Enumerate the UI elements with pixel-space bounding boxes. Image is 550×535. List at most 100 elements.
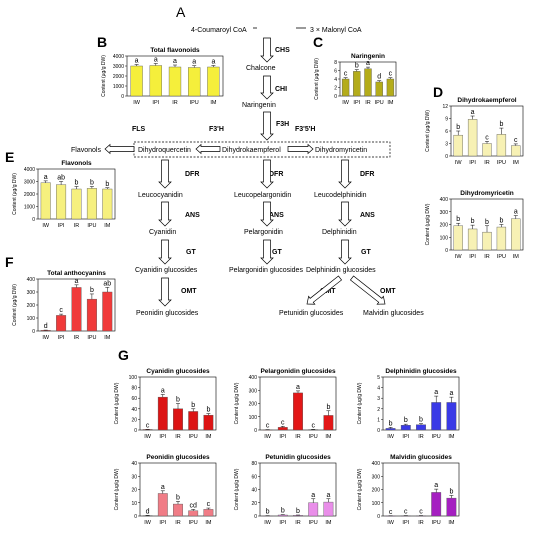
bar bbox=[86, 298, 97, 332]
significance-letter: b bbox=[176, 494, 180, 501]
x-tick-label: IPI bbox=[152, 100, 159, 106]
significance-letter: c bbox=[389, 509, 393, 516]
significance-letter: b bbox=[499, 218, 503, 225]
significance-letter: c bbox=[389, 71, 393, 78]
chart-title: Dihydrokaempferol bbox=[457, 97, 516, 104]
significance-letter: b bbox=[281, 508, 285, 515]
y-tick-label: 20 bbox=[251, 501, 257, 507]
significance-letter: a bbox=[211, 59, 215, 66]
bar bbox=[207, 66, 220, 97]
dihydroflavonol-box bbox=[133, 141, 391, 158]
significance-letter: a bbox=[434, 482, 438, 489]
pathway-arrow bbox=[338, 159, 352, 189]
y-tick-label: 5 bbox=[377, 375, 380, 381]
x-tick-label: IPU bbox=[189, 434, 198, 440]
chart-g3: Delphinidin glucosides 0 1 2 3 4 5 Content (μg/… bbox=[357, 368, 460, 440]
chart-g6: Malvidin glucosides 0 100 200 300 400 Content … bbox=[357, 454, 460, 526]
chart-b: Total flavonoids 0 1000 2000 3000 4000 Content… bbox=[101, 47, 224, 106]
significance-letter: ab bbox=[57, 175, 65, 182]
bar bbox=[293, 392, 303, 431]
metabolite-malvidin-glucosides: Malvidin glucosides bbox=[363, 310, 424, 317]
x-tick-label: IM bbox=[205, 520, 212, 526]
significance-letter: cd bbox=[189, 502, 197, 509]
x-tick-label: IM bbox=[387, 100, 394, 106]
pathway-arrow bbox=[260, 111, 274, 141]
significance-letter: c bbox=[404, 509, 408, 516]
bar bbox=[71, 287, 82, 332]
y-tick-label: 100 bbox=[440, 235, 449, 241]
y-tick-label: 4000 bbox=[113, 54, 124, 60]
bar bbox=[341, 78, 350, 97]
significance-letter: b bbox=[485, 219, 489, 226]
bar bbox=[496, 226, 507, 251]
x-tick-label: IR bbox=[175, 520, 181, 526]
significance-letter: a bbox=[434, 389, 438, 396]
x-tick-label: IPI bbox=[58, 335, 65, 341]
x-tick-label: IPI bbox=[58, 223, 65, 229]
x-tick-label: IPU bbox=[87, 223, 96, 229]
bar bbox=[364, 68, 372, 97]
significance-letter: b bbox=[206, 407, 210, 414]
panel-label-f: F bbox=[5, 254, 14, 270]
y-tick-label: 12 bbox=[442, 104, 448, 110]
bar bbox=[71, 188, 82, 220]
pathway-arrow bbox=[158, 201, 172, 227]
y-tick-label: 400 bbox=[372, 461, 381, 467]
y-tick-label: 4 bbox=[377, 386, 380, 392]
y-tick-label: 0 bbox=[377, 428, 380, 434]
significance-letter: c bbox=[344, 71, 348, 78]
bar bbox=[149, 65, 162, 97]
significance-letter: c bbox=[207, 501, 211, 508]
significance-letter: a bbox=[449, 390, 453, 397]
significance-letter: b bbox=[456, 124, 460, 131]
enzyme-gt: GT bbox=[272, 249, 282, 256]
x-tick-label: IPU bbox=[375, 100, 384, 106]
bar bbox=[511, 145, 521, 157]
y-tick-label: 0 bbox=[254, 428, 257, 434]
y-tick-label: 1000 bbox=[113, 84, 124, 90]
enzyme-gt: GT bbox=[361, 249, 371, 256]
chart-title: Petunidin glucosides bbox=[265, 454, 331, 461]
y-tick-label: 200 bbox=[372, 488, 381, 494]
y-tick-label: 30 bbox=[131, 474, 137, 480]
bar bbox=[102, 291, 113, 332]
y-tick-label: 0 bbox=[254, 514, 257, 520]
significance-letter: b bbox=[75, 180, 79, 187]
bar-charts: Total flavonoids01000200030004000Content… bbox=[12, 47, 524, 526]
bar bbox=[431, 402, 442, 431]
x-tick-label: IR bbox=[295, 434, 301, 440]
enzyme-dfr: DFR bbox=[185, 171, 199, 178]
chart-e: Flavonols 0 1000 2000 3000 4000 Content (μg/g … bbox=[12, 160, 116, 229]
y-tick-label: 0 bbox=[334, 94, 337, 100]
bar bbox=[102, 188, 113, 220]
significance-letter: a bbox=[75, 278, 79, 285]
x-tick-label: IW bbox=[455, 160, 463, 166]
y-tick-label: 80 bbox=[131, 386, 137, 392]
significance-letter: b bbox=[326, 404, 330, 411]
panel-label-g: G bbox=[118, 347, 129, 363]
y-tick-label: 40 bbox=[251, 488, 257, 494]
bar bbox=[467, 228, 478, 251]
significance-letter: c bbox=[146, 422, 150, 429]
chart-d2: Dihydromyricetin 0 100 200 300 400 Content (μg… bbox=[425, 190, 524, 260]
bar bbox=[400, 425, 411, 431]
chart-title: Total flavonoids bbox=[150, 47, 200, 54]
significance-letter: a bbox=[154, 57, 158, 64]
pathway-arrow bbox=[260, 75, 274, 100]
chart-g4: Peonidin glucosides 0 10 20 30 40 Content (μg/… bbox=[114, 454, 217, 526]
x-tick-label: IPU bbox=[432, 520, 441, 526]
bar bbox=[203, 414, 214, 431]
y-tick-label: 9 bbox=[445, 117, 448, 123]
bar bbox=[482, 231, 492, 251]
x-tick-label: IPU bbox=[432, 434, 441, 440]
x-tick-label: IR bbox=[365, 100, 371, 106]
significance-letter: c bbox=[485, 134, 489, 141]
x-tick-label: IPU bbox=[309, 520, 318, 526]
x-tick-label: IPI bbox=[402, 434, 409, 440]
y-tick-label: 100 bbox=[129, 375, 138, 381]
y-tick-label: 20 bbox=[131, 417, 137, 423]
significance-letter: a bbox=[514, 209, 518, 216]
y-tick-label: 6 bbox=[334, 69, 337, 75]
pathway-arrow bbox=[158, 159, 172, 189]
significance-letter: d bbox=[377, 74, 381, 81]
